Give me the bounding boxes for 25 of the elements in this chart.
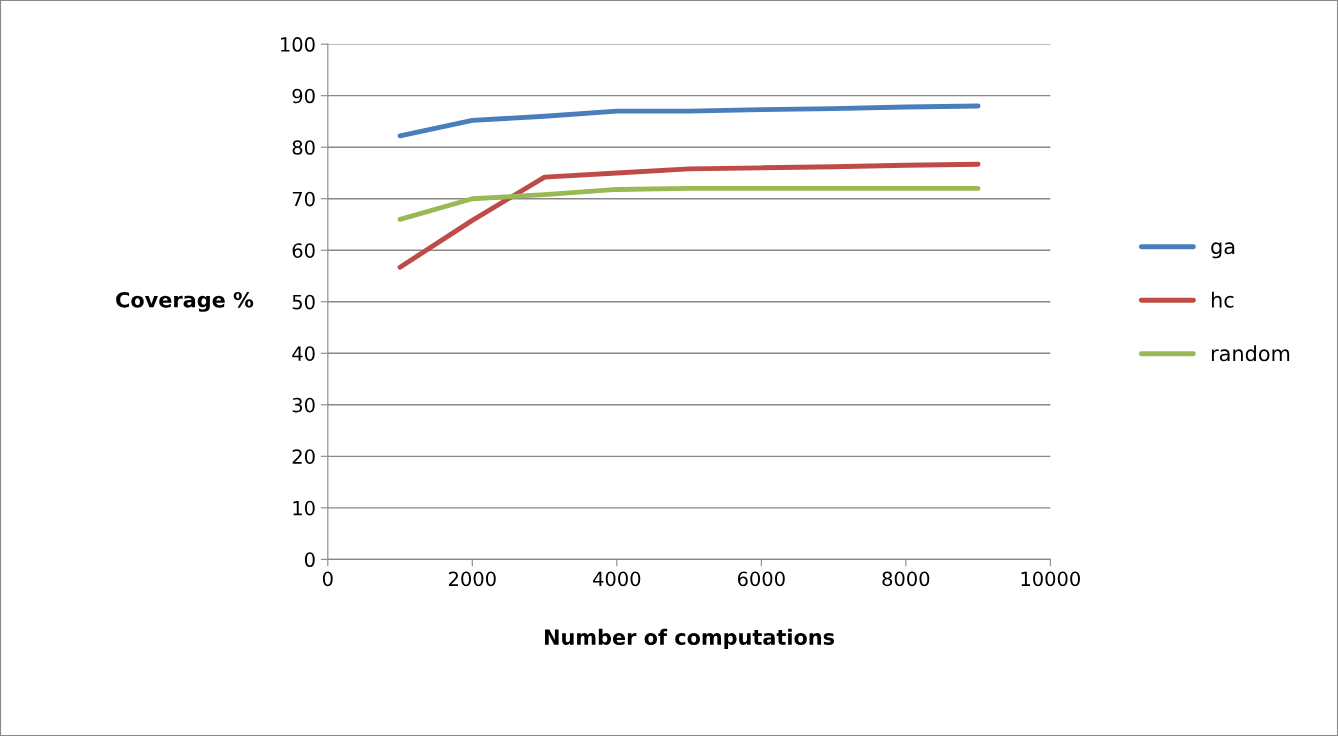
line-series: [397, 103, 981, 139]
x-tick-label: 8000: [882, 571, 930, 587]
y-tick-label: 60: [292, 243, 315, 258]
x-tick-label: 10000: [1021, 571, 1080, 587]
x-tick-label: 2000: [449, 571, 496, 587]
y-tick-label: 40: [292, 346, 315, 361]
y-tick-label: 50: [292, 294, 315, 310]
x-tick-label: 6000: [737, 571, 785, 587]
y-tick-label: 70: [292, 191, 315, 207]
x-axis-title: Number of computations: [545, 628, 835, 650]
line-series: [397, 161, 981, 270]
y-tick-label: 90: [292, 88, 315, 104]
legend-label: random: [1211, 345, 1290, 362]
y-tick-label: 100: [281, 37, 315, 52]
x-tick-label: 0: [322, 571, 333, 587]
line-series: [397, 185, 981, 222]
y-axis-title: Coverage %: [116, 291, 254, 312]
y-tick-label: 10: [293, 500, 315, 516]
legend-label: ga: [1211, 242, 1235, 259]
y-tick-label: 20: [292, 449, 315, 464]
legend-label: hc: [1211, 291, 1234, 308]
x-tick-label: 4000: [593, 571, 641, 587]
y-tick-label: 0: [304, 552, 315, 568]
y-tick-label: 80: [292, 140, 315, 155]
y-tick-label: 30: [292, 397, 315, 413]
